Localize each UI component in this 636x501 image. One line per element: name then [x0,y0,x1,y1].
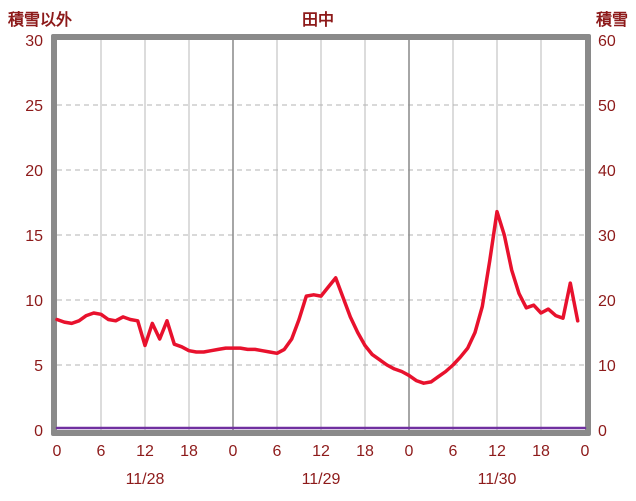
svg-text:0: 0 [405,443,414,460]
svg-text:60: 60 [598,33,616,50]
svg-text:0: 0 [229,443,238,460]
svg-text:11/29: 11/29 [302,471,341,488]
svg-text:12: 12 [488,443,506,460]
svg-text:11/28: 11/28 [126,471,165,488]
right-axis-title: 積雪 [595,12,628,29]
svg-text:6: 6 [273,443,282,460]
svg-text:15: 15 [25,228,43,245]
svg-text:30: 30 [25,33,43,50]
svg-text:0: 0 [598,423,607,440]
svg-text:0: 0 [581,443,590,460]
svg-text:50: 50 [598,98,616,115]
svg-text:10: 10 [25,293,43,310]
left-axis-title: 積雪以外 [8,12,73,29]
svg-text:12: 12 [312,443,330,460]
chart-title: 田中 [301,12,335,29]
svg-text:18: 18 [180,443,198,460]
svg-text:11/30: 11/30 [478,471,517,488]
svg-text:20: 20 [598,293,616,310]
svg-text:10: 10 [598,358,616,375]
svg-text:12: 12 [136,443,154,460]
svg-text:18: 18 [356,443,374,460]
svg-text:6: 6 [449,443,458,460]
svg-text:30: 30 [598,228,616,245]
svg-text:5: 5 [34,358,43,375]
svg-text:18: 18 [532,443,550,460]
svg-text:0: 0 [53,443,62,460]
svg-text:40: 40 [598,163,616,180]
svg-text:6: 6 [97,443,106,460]
svg-text:0: 0 [34,423,43,440]
svg-text:25: 25 [25,98,43,115]
svg-text:20: 20 [25,163,43,180]
